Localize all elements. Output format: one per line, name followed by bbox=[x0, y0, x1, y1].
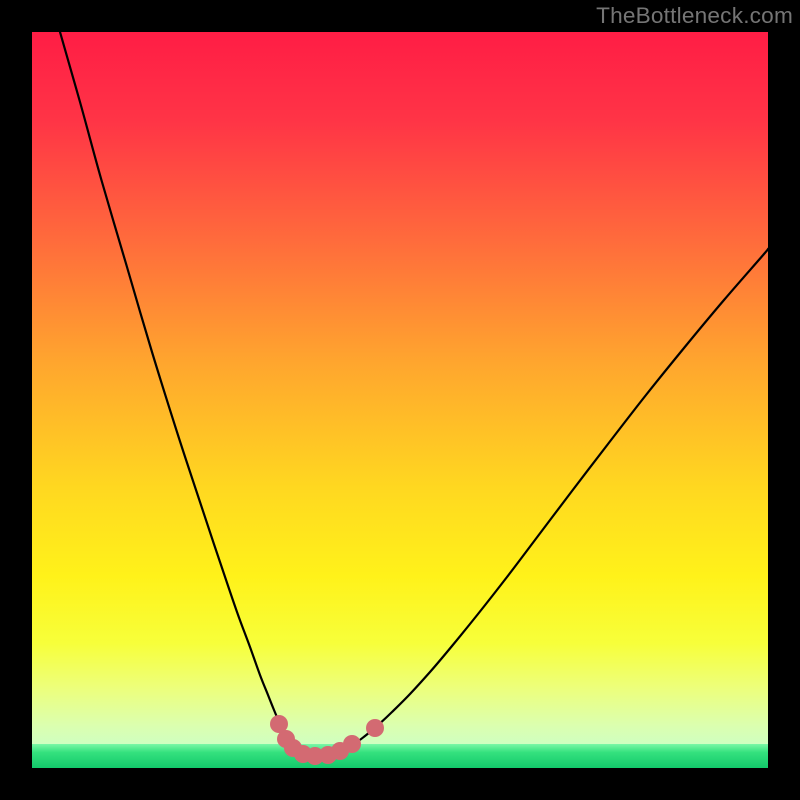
frame-right bbox=[768, 0, 800, 800]
curve-marker bbox=[343, 735, 361, 753]
curve-marker bbox=[366, 719, 384, 737]
frame-bottom bbox=[0, 768, 800, 800]
plot-area bbox=[32, 32, 768, 768]
watermark-text: TheBottleneck.com bbox=[596, 3, 793, 29]
chart-stage: TheBottleneck.com bbox=[0, 0, 800, 800]
curve-path bbox=[60, 32, 768, 755]
bottleneck-curve bbox=[32, 32, 768, 768]
frame-left bbox=[0, 0, 32, 800]
